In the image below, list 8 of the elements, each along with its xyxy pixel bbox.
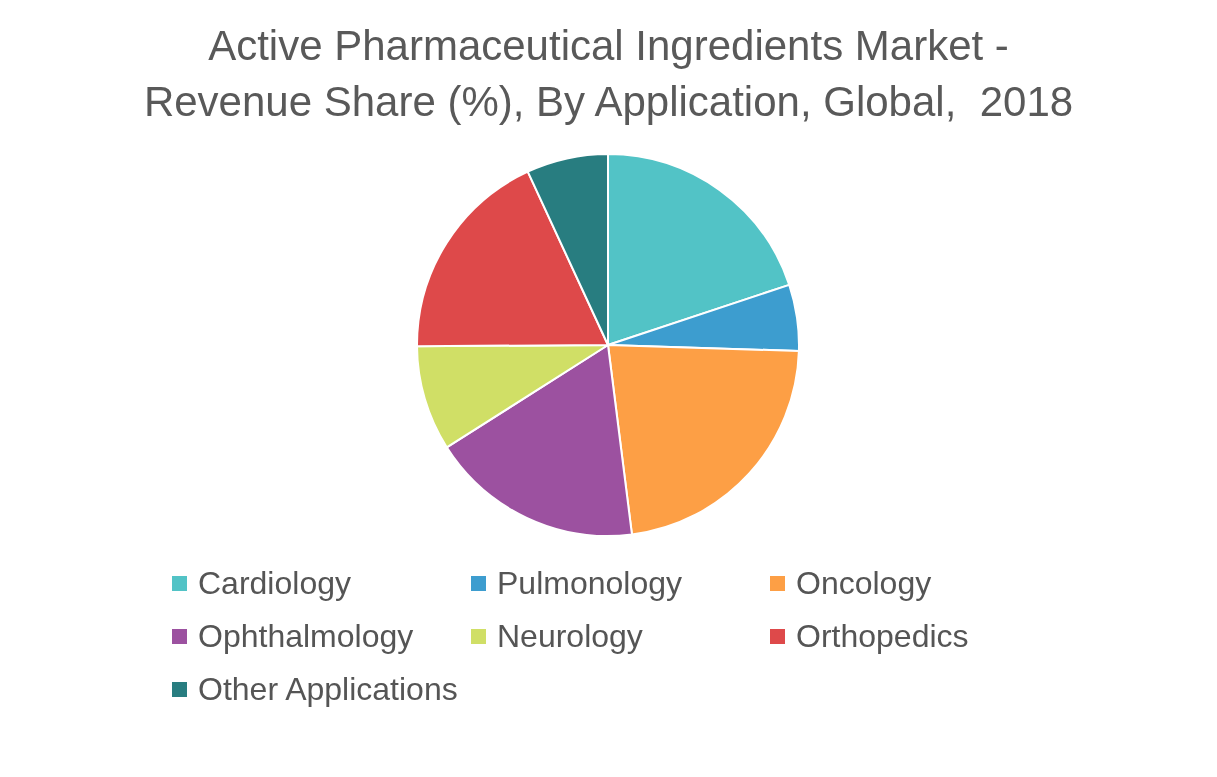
legend-label: Oncology [796,564,932,603]
legend-label: Neurology [497,617,643,656]
legend-label: Orthopedics [796,617,969,656]
legend-label: Other Applications [198,670,458,709]
chart-title: Active Pharmaceutical Ingredients Market - Revenue Share (%), By Application, Global, 2018 [142,21,1075,127]
legend-label: Pulmonology [497,564,682,603]
legend-label: Cardiology [198,564,351,603]
legend-label: Ophthalmology [198,617,414,656]
